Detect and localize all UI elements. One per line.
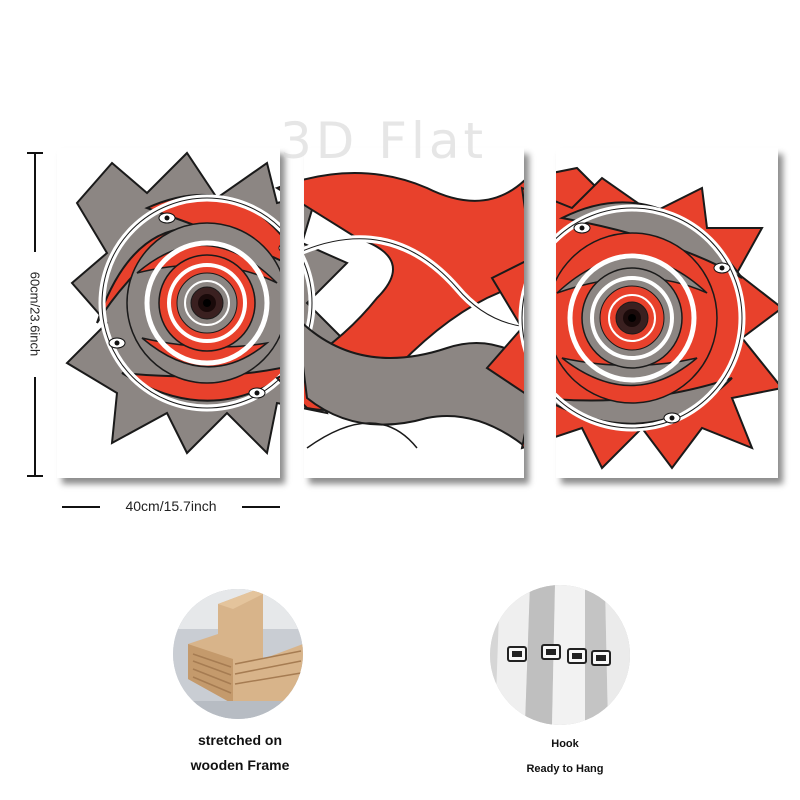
frame-caption-line1: stretched on	[197, 732, 282, 748]
spiral-fish-artwork	[556, 148, 778, 478]
canvas-panel-right	[556, 148, 778, 478]
height-dimension: 60cm/23.6inch	[27, 152, 43, 477]
dimension-line-right	[242, 506, 280, 508]
hook-photo	[490, 585, 630, 725]
height-label: 60cm/23.6inch	[27, 271, 43, 357]
canvas-panel-middle	[304, 148, 524, 478]
width-dimension: 40cm/15.7inch	[62, 498, 280, 516]
dimension-line-bottom	[34, 377, 36, 477]
hook-icon	[490, 585, 630, 725]
dimension-line-top	[34, 152, 36, 252]
hook-caption-line1: Hook	[551, 738, 579, 750]
wooden-frame-icon	[173, 589, 303, 719]
hook-caption-line2: Ready to Hang	[526, 763, 604, 775]
wooden-frame-photo	[173, 589, 303, 719]
frame-caption-line2: wooden Frame	[190, 757, 290, 773]
width-label: 40cm/15.7inch	[125, 498, 217, 514]
dimension-cap-bottom	[27, 475, 43, 477]
canvas-panel-left	[57, 148, 280, 478]
spiral-fish-artwork	[57, 148, 280, 478]
spiral-fish-artwork	[304, 148, 524, 478]
dimension-line-left	[62, 506, 100, 508]
